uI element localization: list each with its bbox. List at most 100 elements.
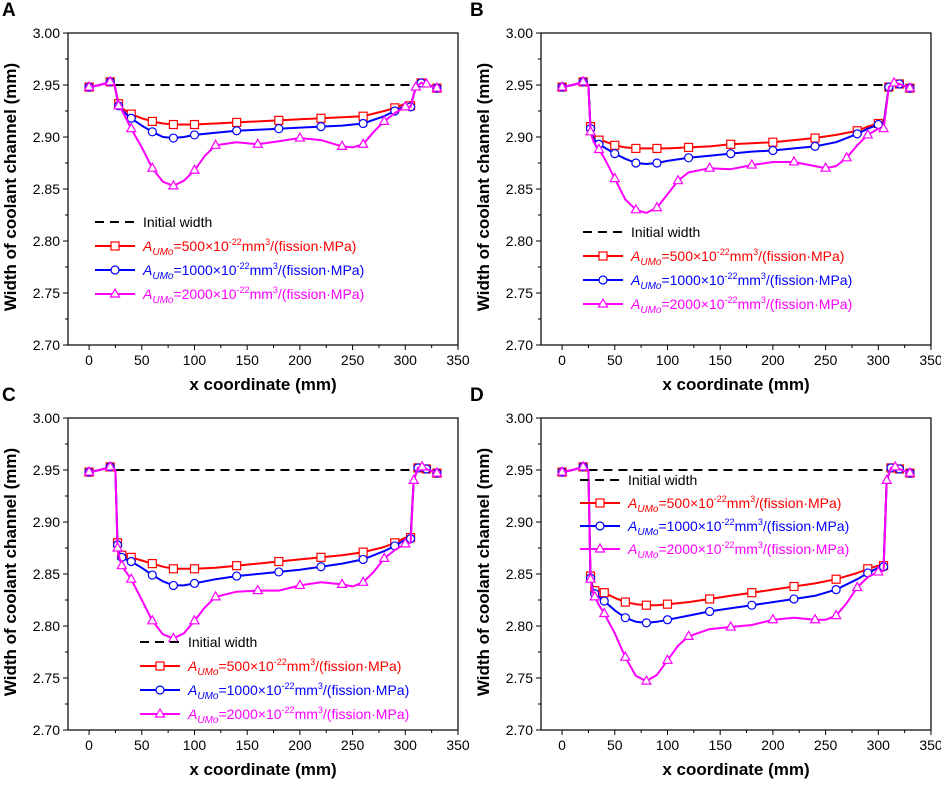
y-tick-label: 2.95: [506, 462, 533, 478]
data-point: [640, 674, 652, 685]
legend-text-part: /(fission·MPa): [766, 272, 852, 288]
legend-text-part: mm: [295, 706, 318, 722]
y-tick-label: 2.85: [506, 566, 533, 582]
panel-label: A: [2, 0, 16, 21]
data-point: [232, 117, 242, 128]
data-point: [662, 599, 673, 609]
data-point: [704, 161, 716, 172]
legend-text-part: =1000×10: [661, 272, 724, 288]
data-point: [336, 140, 348, 150]
y-tick-label: 2.80: [506, 233, 533, 249]
series-line: [88, 465, 438, 640]
series-triangle: [556, 460, 916, 685]
y-tick-label: 2.75: [33, 285, 60, 301]
legend-text-part: =500×10: [218, 658, 273, 674]
legend-text-part: =1000×10: [218, 682, 281, 698]
panel-c: C 0 50 100 150 200 250 300 350 2.70 2.75 2.80 2.85 2.…: [1, 385, 470, 779]
x-tick-label: 50: [134, 352, 150, 368]
y-tick-label: 2.70: [33, 337, 60, 353]
y-tick-label: 2.75: [506, 285, 533, 301]
x-tick-label: 200: [761, 352, 785, 368]
legend-text-part: 3: [273, 285, 278, 295]
data-point: [168, 133, 179, 143]
legend-text-part: /(fission·MPa): [763, 541, 849, 557]
legend: Initial widthAUMo=500×10-22mm3/(fission·…: [580, 472, 849, 561]
x-tick-label: 250: [341, 352, 365, 368]
x-tick-label: 350: [919, 352, 941, 368]
y-tick-label: 2.75: [506, 670, 533, 686]
series-circle: [84, 462, 442, 591]
panel-a: A 0 50 100 150 200 250 300 350 2.70 2.75 2.80 2.85 2.…: [1, 0, 470, 394]
legend-text-part: UMo: [640, 305, 662, 316]
data-point: [126, 113, 136, 123]
legend-text-part: A: [630, 272, 640, 288]
legend-text-part: mm: [242, 238, 265, 254]
legend-text-part: 3: [761, 271, 766, 281]
legend-text-part: =500×10: [173, 238, 228, 254]
legend-text-part: -22: [282, 681, 295, 691]
legend-entry-label: AUMo=2000×10-22mm3/(fission·MPa): [627, 540, 849, 561]
data-point: [104, 460, 116, 471]
data-point: [189, 564, 200, 574]
legend-text-part: A: [630, 248, 640, 264]
legend-initial-label: Initial width: [631, 224, 700, 240]
x-tick-label: 100: [183, 737, 207, 753]
legend-text-part: -22: [722, 540, 735, 550]
legend-text-part: A: [142, 238, 152, 254]
x-tick-label: 0: [85, 352, 93, 368]
legend-text-part: mm: [727, 495, 750, 511]
legend-text-part: /(fission·MPa): [766, 296, 852, 312]
legend-text-part: -22: [229, 237, 242, 247]
legend-entry-label: AUMo=2000×10-22mm3/(fission·MPa): [630, 295, 852, 316]
legend-text-part: 3: [758, 540, 763, 550]
data-point: [83, 465, 95, 476]
data-point: [358, 554, 368, 565]
legend-text-part: mm: [287, 658, 310, 674]
data-point: [652, 143, 662, 154]
data-point: [809, 613, 821, 624]
legend-text-part: /(fission·MPa): [278, 286, 364, 302]
legend-entry-label: AUMo=2000×10-22mm3/(fission·MPa): [187, 705, 409, 726]
legend-text-part: =500×10: [658, 495, 713, 511]
data-point: [630, 203, 642, 214]
data-point: [116, 559, 128, 570]
data-point: [788, 155, 800, 166]
data-point: [104, 75, 116, 86]
data-point: [705, 594, 715, 604]
x-tick-label: 300: [394, 352, 418, 368]
y-axis-label: Width of coolant channel (mm): [474, 63, 493, 311]
y-tick-label: 2.95: [33, 77, 60, 93]
data-point: [683, 630, 695, 641]
legend-text-part: 3: [761, 295, 766, 305]
legend-text-part: =2000×10: [658, 541, 721, 557]
x-tick-label: 300: [394, 737, 418, 753]
legend-text-part: -22: [237, 285, 250, 295]
x-axis-label: x coordinate (mm): [189, 760, 336, 779]
data-point: [726, 139, 736, 149]
legend-text-part: 3: [273, 261, 278, 271]
data-point: [747, 588, 757, 598]
data-point: [789, 594, 799, 604]
x-axis-label: x coordinate (mm): [662, 375, 809, 394]
legend-marker: [155, 685, 165, 695]
data-point: [378, 552, 390, 563]
legend: Initial widthAUMo=500×10-22mm3/(fission·…: [583, 224, 852, 316]
legend-text-part: A: [627, 495, 637, 511]
panel-label: C: [2, 385, 16, 406]
x-tick-label: 250: [814, 737, 838, 753]
data-point: [620, 613, 630, 623]
data-point: [358, 118, 368, 129]
legend-marker: [155, 661, 165, 671]
y-tick-label: 2.80: [506, 618, 533, 634]
legend-text-part: -22: [282, 705, 295, 715]
legend-entry-label: AUMo=2000×10-22mm3/(fission·MPa): [142, 285, 364, 306]
y-tick-label: 2.85: [33, 181, 60, 197]
x-tick-label: 350: [446, 737, 470, 753]
data-point: [556, 465, 568, 476]
panel-d: D 0 50 100 150 200 250 300 350 2.70 2.75 2.80 2.85 2.…: [470, 385, 941, 779]
legend-initial-label: Initial width: [188, 634, 257, 650]
legend-text-part: -22: [725, 271, 738, 281]
data-point: [768, 145, 778, 156]
data-point: [431, 466, 443, 477]
